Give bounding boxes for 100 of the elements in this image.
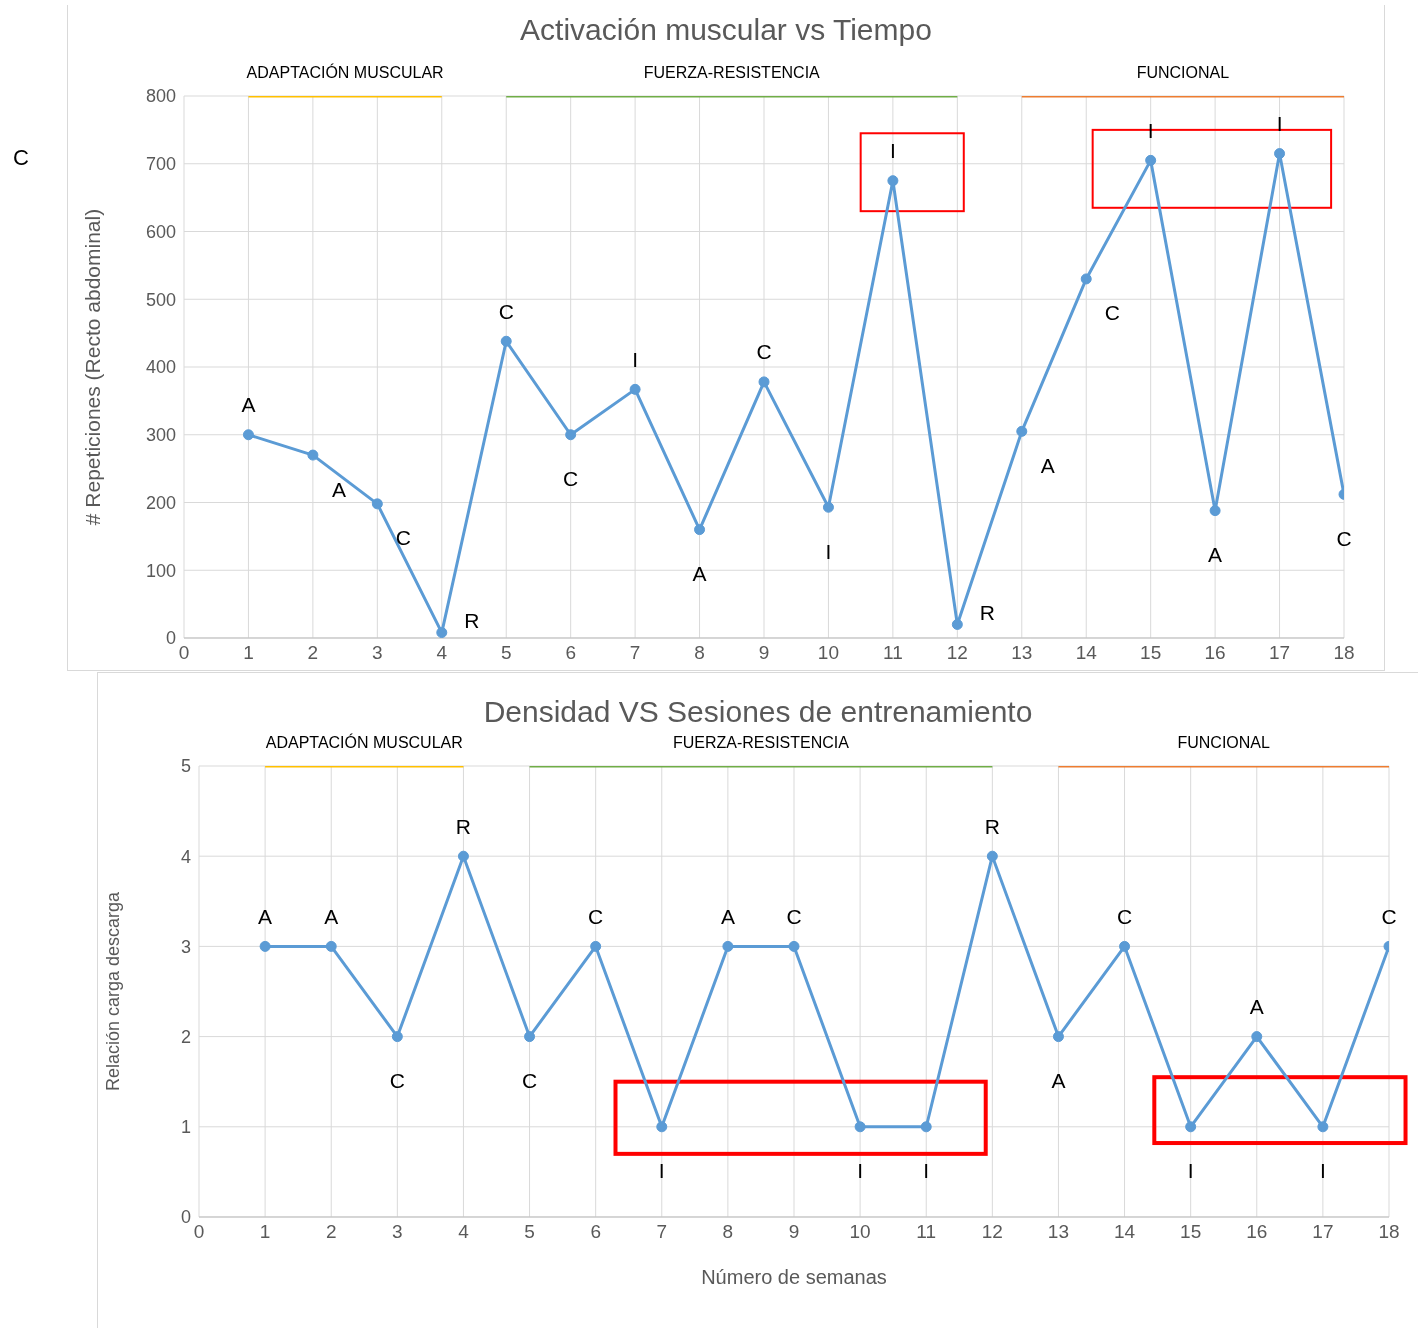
point (259, 940, 271, 952)
y-axis-title: # Repeticiones (Recto abdominal) (81, 208, 105, 526)
x-tick-label: 15 (1140, 642, 1162, 664)
x-tick-label: 5 (500, 642, 512, 664)
point (1080, 273, 1092, 285)
point (1145, 154, 1157, 166)
annotation: A (258, 904, 273, 928)
point (1119, 940, 1131, 952)
annotation: C (563, 467, 579, 491)
x-tick-label: 9 (758, 642, 770, 664)
point (242, 429, 254, 441)
point (758, 376, 770, 388)
y-tick-label: 2 (180, 1026, 191, 1047)
x-tick-label: 3 (392, 1221, 403, 1243)
point (822, 501, 834, 513)
x-tick-label: 11 (883, 642, 903, 664)
annotation: A (1051, 1069, 1066, 1093)
point (694, 524, 706, 536)
y-tick-label: 600 (145, 221, 176, 242)
point (951, 618, 963, 630)
x-tick-label: 14 (1075, 642, 1098, 664)
point (1052, 1031, 1064, 1043)
y-tick-label: 800 (145, 86, 176, 107)
annotation: C (1381, 904, 1397, 928)
annotation: A (324, 904, 339, 928)
point (629, 383, 641, 395)
x-tick-label: 12 (946, 642, 968, 664)
annotation: C (389, 1069, 405, 1093)
annotation: I (1276, 112, 1283, 136)
annotation: R (984, 814, 1000, 838)
x-tick-label: 2 (325, 1221, 337, 1243)
y-tick-label: 1 (180, 1117, 191, 1138)
annotation: C (1104, 301, 1120, 325)
annotation: A (1208, 543, 1223, 567)
y-tick-label: 0 (165, 628, 176, 649)
x-tick-label: 15 (1180, 1221, 1202, 1243)
x-tick-label: 12 (981, 1221, 1003, 1243)
x-tick-label: 1 (243, 642, 254, 664)
point (1185, 1121, 1197, 1133)
y-tick-label: 300 (145, 425, 176, 446)
x-tick-label: 8 (694, 642, 705, 664)
x-tick-label: 13 (1047, 1221, 1070, 1243)
y-tick-label: 5 (180, 756, 191, 777)
point (1274, 148, 1286, 160)
x-tick-label: 6 (590, 1221, 601, 1243)
series-label: ADAPTACIÓN MUSCULAR (246, 63, 444, 81)
annotation: A (1249, 995, 1264, 1019)
point (656, 1121, 668, 1133)
point (920, 1121, 932, 1133)
x-tick-label: 10 (817, 642, 840, 664)
series-label: FUNCIONAL (1136, 64, 1230, 81)
series-label: FUERZA-RESISTENCIA (672, 734, 850, 751)
annotation: I (889, 139, 896, 163)
point (457, 850, 469, 862)
x-tick-label: 17 (1312, 1221, 1334, 1243)
y-tick-label: 200 (145, 492, 176, 513)
point (524, 1031, 536, 1043)
point (371, 498, 383, 510)
point (1209, 505, 1221, 517)
x-tick-label: 10 (849, 1221, 871, 1243)
chart-title: Densidad VS Sesiones de entrenamiento (482, 695, 1034, 729)
x-tick-label: 1 (259, 1221, 271, 1243)
annotation: I (658, 1159, 665, 1183)
point (500, 335, 512, 347)
x-tick-label: 4 (436, 642, 448, 664)
annotation: I (1187, 1159, 1194, 1183)
y-tick-label: 4 (180, 846, 191, 867)
annotation: I (632, 347, 639, 371)
series-label: FUERZA-RESISTENCIA (643, 64, 821, 81)
y-tick-label: 400 (145, 357, 176, 378)
x-tick-label: 18 (1333, 642, 1355, 664)
point (887, 175, 899, 187)
x-tick-label: 9 (788, 1221, 800, 1243)
x-tick-label: 16 (1246, 1221, 1268, 1243)
point (1016, 425, 1028, 437)
y-tick-label: 700 (145, 154, 176, 175)
point (722, 940, 734, 952)
point (391, 1031, 403, 1043)
x-tick-label: 8 (722, 1221, 734, 1243)
chart-title: Activación muscular vs Tiempo (519, 13, 933, 47)
x-tick-label: 2 (307, 642, 319, 664)
y-tick-label: 0 (180, 1207, 191, 1228)
annotation: A (720, 904, 735, 928)
x-tick-label: 18 (1378, 1221, 1400, 1243)
series-label: ADAPTACIÓN MUSCULAR (265, 733, 463, 751)
annotation: R (455, 814, 472, 838)
annotation: C (786, 904, 802, 928)
x-tick-label: 14 (1113, 1221, 1136, 1243)
annotation: I (923, 1159, 930, 1183)
series-label: FUNCIONAL (1177, 734, 1271, 751)
point (307, 449, 319, 461)
annotation: I (825, 539, 832, 563)
annotation: A (331, 477, 346, 501)
x-tick-label: 7 (629, 642, 641, 664)
annotation: R (464, 609, 480, 633)
annotation: C (756, 340, 772, 364)
annotation: C (498, 299, 514, 323)
annotation: A (692, 562, 707, 586)
point (590, 940, 602, 952)
point (436, 627, 448, 638)
